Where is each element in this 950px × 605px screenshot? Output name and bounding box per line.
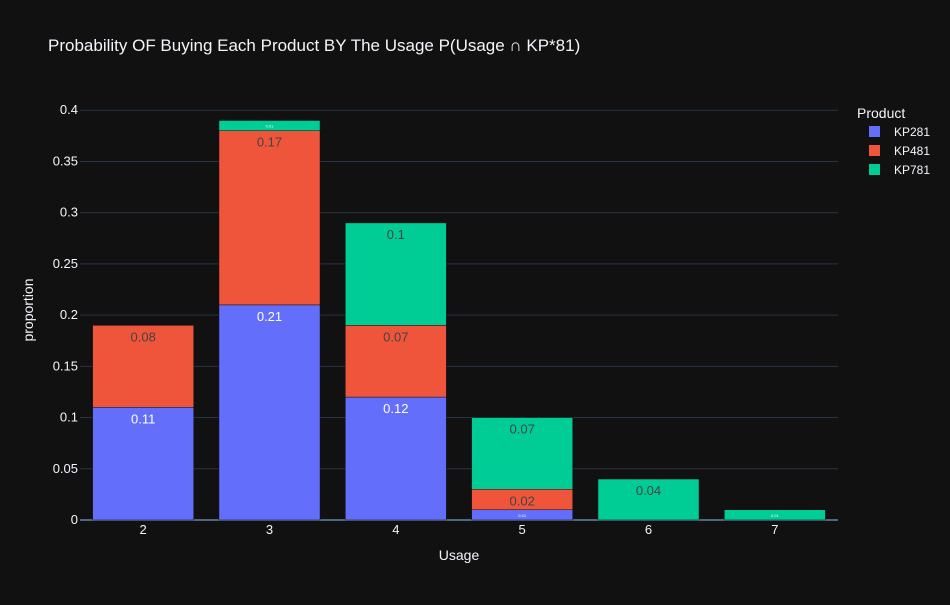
bars bbox=[92, 120, 826, 521]
bar-kp781-usage-6[interactable] bbox=[597, 478, 700, 521]
data-label: 0.07 bbox=[383, 329, 408, 344]
data-labels: 0.11 0.21 0.12 0.01 0.08 0.17 0.07 0.02 0.01 0.1 0… bbox=[131, 124, 780, 518]
y-tick-label: 0.35 bbox=[53, 153, 78, 168]
axes: 0 0.05 0.1 0.15 0.2 0.25 0.3 0.35 0.4 2 3 4 5 6 7 bbox=[53, 102, 779, 537]
bar-kp481-usage-3[interactable] bbox=[218, 130, 321, 306]
bar-kp281-usage-2[interactable] bbox=[92, 407, 194, 521]
y-tick-label: 0.15 bbox=[53, 358, 78, 373]
data-label: 0.07 bbox=[510, 422, 535, 437]
y-tick-label: 0.4 bbox=[60, 102, 78, 117]
y-tick-label: 0.25 bbox=[53, 256, 78, 271]
x-tick-label: 3 bbox=[266, 522, 273, 537]
y-tick-label: 0.05 bbox=[53, 461, 78, 476]
bar-kp781-usage-4[interactable] bbox=[345, 222, 447, 326]
bar-kp281-usage-3[interactable] bbox=[218, 304, 321, 521]
y-tick-label: 0.3 bbox=[60, 205, 78, 220]
bar-kp781-usage-5[interactable] bbox=[471, 417, 573, 490]
data-label: 0.11 bbox=[131, 411, 155, 426]
y-tick-label: 0.2 bbox=[60, 307, 78, 322]
data-label: 0.08 bbox=[131, 329, 156, 344]
y-axis-label: proportion bbox=[20, 278, 36, 341]
legend-swatch-kp781[interactable] bbox=[869, 164, 880, 175]
x-axis-label: Usage bbox=[439, 547, 480, 563]
data-label: 0.12 bbox=[383, 401, 408, 416]
legend-label-kp781[interactable]: KP781 bbox=[894, 163, 930, 177]
legend: Product KP281 KP481 KP781 bbox=[857, 105, 930, 177]
chart-title: Probability OF Buying Each Product BY Th… bbox=[48, 36, 580, 55]
x-tick-label: 4 bbox=[392, 522, 399, 537]
bar-kp481-usage-2[interactable] bbox=[92, 325, 194, 408]
bar-kp281-usage-4[interactable] bbox=[345, 396, 447, 521]
legend-swatch-kp281[interactable] bbox=[869, 126, 880, 137]
x-tick-label: 6 bbox=[645, 522, 652, 537]
legend-label-kp281[interactable]: KP281 bbox=[894, 125, 930, 139]
bar-kp481-usage-4[interactable] bbox=[345, 325, 447, 398]
grid-lines bbox=[80, 109, 838, 521]
data-label: 0.1 bbox=[387, 227, 405, 242]
data-label: 0.01 bbox=[771, 513, 780, 518]
data-label: 0.01 bbox=[518, 513, 527, 518]
data-label: 0.02 bbox=[510, 493, 535, 508]
y-tick-label: 0 bbox=[71, 512, 78, 527]
legend-title: Product bbox=[857, 105, 905, 121]
x-tick-label: 7 bbox=[771, 522, 778, 537]
data-label: 0.17 bbox=[257, 135, 282, 150]
bar-kp781-usage-7[interactable] bbox=[724, 509, 826, 521]
data-label: 0.01 bbox=[266, 124, 275, 129]
legend-swatch-kp481[interactable] bbox=[869, 145, 880, 156]
x-tick-label: 5 bbox=[519, 522, 526, 537]
x-tick-label: 2 bbox=[140, 522, 147, 537]
legend-label-kp481[interactable]: KP481 bbox=[894, 144, 930, 158]
bar-kp781-usage-3[interactable] bbox=[218, 120, 321, 131]
data-label: 0.04 bbox=[636, 483, 661, 498]
data-label: 0.21 bbox=[257, 309, 282, 324]
y-tick-label: 0.1 bbox=[60, 410, 78, 425]
